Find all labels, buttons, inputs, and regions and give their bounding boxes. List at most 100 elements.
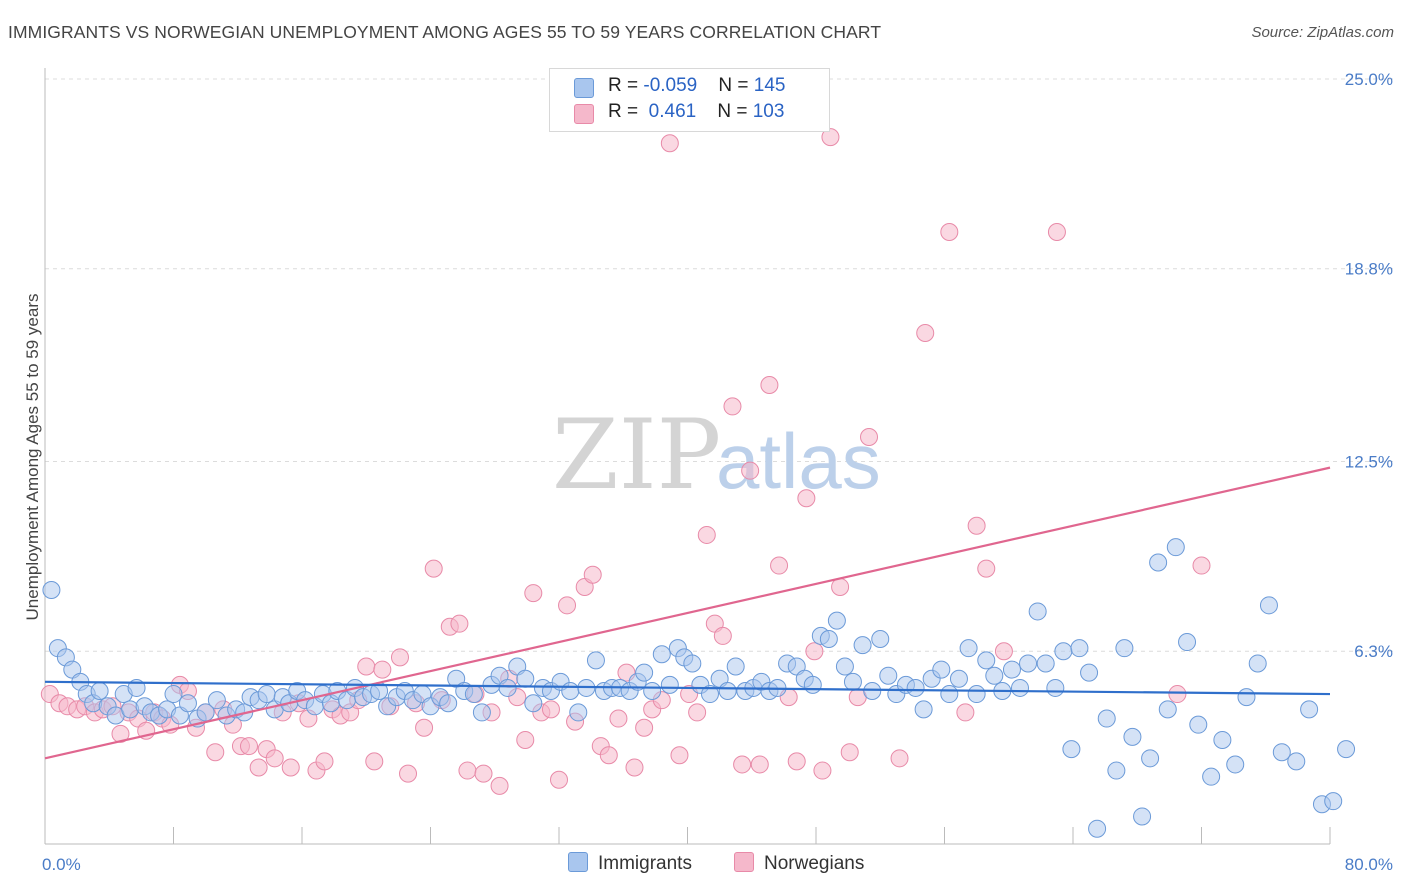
norwegians-point-60: [550, 770, 568, 789]
immigrants-point-81: [700, 685, 719, 704]
immigrants-point-112: [967, 685, 986, 704]
immigrants-point-67: [586, 651, 605, 670]
norwegians-point-39: [373, 660, 392, 679]
immigrants-point-50: [439, 694, 458, 713]
immigrants-point-114: [985, 666, 1004, 685]
immigrants-point-118: [1019, 654, 1038, 673]
norwegians-point-99: [956, 703, 975, 722]
immigrants-point-57: [498, 678, 517, 697]
immigrants-point-79: [683, 654, 702, 673]
immigrants-point-130: [1123, 727, 1142, 746]
norwegians-point-101: [977, 559, 996, 578]
y-tick-label-2: 18.8%: [1345, 260, 1393, 279]
immigrants-point-149: [1337, 740, 1356, 759]
immigrants-point-124: [1070, 639, 1089, 658]
norwegians-point-73: [660, 134, 679, 153]
norwegians-r-value: 0.461: [643, 101, 697, 122]
immigrants-point-99: [853, 636, 872, 655]
immigrants-point-75: [652, 645, 671, 664]
norwegians-point-67: [609, 709, 628, 728]
norwegians-point-24: [249, 758, 268, 777]
immigrants-point-120: [1036, 654, 1055, 673]
norwegians-point-38: [365, 752, 384, 771]
immigrants-point-142: [1248, 654, 1267, 673]
immigrants-point-96: [827, 611, 846, 630]
immigrants-point-83: [718, 682, 737, 700]
norwegians-point-44: [415, 718, 434, 737]
immigrants-point-76: [660, 675, 679, 694]
y-tick-label-1: 12.5%: [1345, 453, 1393, 472]
norwegians-point-23: [239, 737, 258, 756]
immigrants-point-129: [1115, 639, 1134, 658]
norwegians-point-102: [994, 642, 1013, 661]
immigrants-point-126: [1088, 819, 1107, 838]
grid-lines: [45, 78, 1393, 652]
norwegians-point-105: [1192, 556, 1211, 575]
immigrants-point-84: [726, 657, 745, 676]
immigrants-point-97: [835, 657, 854, 676]
x-tick-label-min: 0.0%: [42, 855, 81, 874]
norwegians-point-82: [741, 461, 760, 480]
immigrants-point-113: [977, 651, 996, 670]
immigrants-point-60: [524, 694, 543, 713]
immigrants-point-0: [42, 581, 61, 600]
norwegians-point-56: [516, 730, 535, 749]
y-tick-labels: 6.3% 12.5% 18.8% 25.0%: [1345, 70, 1393, 661]
bottom-legend-immigrants: Immigrants: [568, 852, 692, 875]
immigrants-point-19: [178, 694, 197, 713]
bottom-norwegians-swatch: [734, 852, 754, 872]
norwegians-point-70: [635, 718, 654, 737]
norwegians-r-label: R =: [608, 101, 644, 122]
y-tick-label-0: 6.3%: [1354, 642, 1393, 661]
norwegians-point-95: [860, 428, 879, 447]
immigrants-point-74: [643, 682, 662, 700]
immigrants-point-7: [90, 682, 109, 700]
norwegians-point-66: [599, 746, 618, 765]
immigrants-point-105: [906, 678, 925, 697]
norwegians-point-45: [424, 559, 443, 578]
immigrants-point-73: [635, 663, 654, 682]
norwegians-point-91: [821, 128, 840, 147]
norwegians-trend-line: [44, 466, 1331, 760]
norwegians-point-61: [558, 596, 577, 615]
immigrants-point-59: [516, 669, 535, 688]
legend-row-immigrants: R = -0.059 N = 145: [574, 75, 785, 101]
norwegians-point-100: [967, 516, 986, 535]
norwegians-point-104: [1168, 685, 1187, 704]
watermark-zip: ZIP: [552, 399, 721, 511]
bottom-immigrants-label: Immigrants: [598, 853, 692, 874]
immigrants-point-101: [871, 629, 890, 648]
norwegians-point-53: [490, 776, 509, 795]
immigrants-point-111: [959, 639, 978, 658]
norwegians-point-69: [625, 758, 644, 777]
immigrants-point-106: [914, 700, 933, 719]
immigrants-n-value: 145: [753, 75, 786, 96]
immigrants-point-100: [863, 682, 882, 700]
norwegians-point-49: [458, 761, 477, 780]
norwegians-point-48: [450, 614, 469, 633]
immigrants-point-119: [1028, 602, 1047, 621]
immigrants-point-138: [1202, 767, 1221, 786]
immigrants-point-102: [879, 666, 898, 685]
immigrants-point-144: [1272, 743, 1291, 762]
immigrants-point-131: [1133, 807, 1152, 826]
immigrants-point-140: [1226, 755, 1245, 774]
immigrants-point-110: [949, 669, 968, 688]
norwegians-point-87: [787, 752, 806, 771]
norwegians-point-97: [916, 323, 935, 342]
immigrants-point-98: [843, 672, 862, 691]
stats-legend: R = -0.059 N = 145 R = 0.461 N = 103: [549, 68, 830, 132]
immigrants-point-22: [207, 691, 226, 710]
norwegians-point-98: [940, 223, 959, 241]
immigrants-point-64: [561, 682, 580, 700]
immigrants-point-125: [1080, 663, 1099, 682]
norwegians-point-19: [206, 743, 225, 762]
immigrants-point-109: [940, 685, 959, 704]
axes: [44, 68, 1331, 845]
bottom-norwegians-label: Norwegians: [764, 853, 865, 874]
norwegians-point-51: [474, 764, 493, 783]
watermark-atlas: atlas: [716, 417, 881, 505]
immigrants-trend-line: [44, 680, 1331, 696]
norwegians-point-74: [670, 746, 689, 765]
